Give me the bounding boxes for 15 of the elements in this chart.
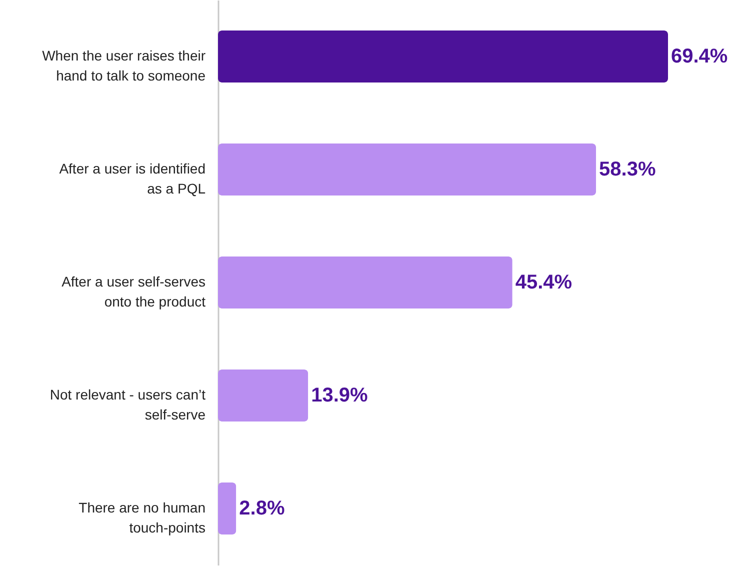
- bar: [218, 256, 512, 308]
- data-label: 13.9%: [311, 384, 368, 406]
- bar: [218, 482, 236, 534]
- y-tick-label: Not relevant - users can’t self-serve: [50, 386, 206, 422]
- data-label: 45.4%: [515, 272, 572, 294]
- y-tick-label: When the user raises their hand to talk to someone: [42, 48, 206, 84]
- y-tick-label: After a user is identified as a PQL: [59, 160, 206, 196]
- data-label: 69.4%: [671, 46, 728, 68]
- bar: [218, 30, 668, 82]
- data-label: 2.8%: [239, 498, 285, 520]
- y-tick-label: After a user self-serves onto the product: [62, 274, 206, 310]
- y-tick-label: There are no human touch-points: [78, 500, 206, 536]
- bar: [218, 370, 308, 422]
- bar: [218, 144, 596, 196]
- data-label: 58.3%: [599, 158, 656, 180]
